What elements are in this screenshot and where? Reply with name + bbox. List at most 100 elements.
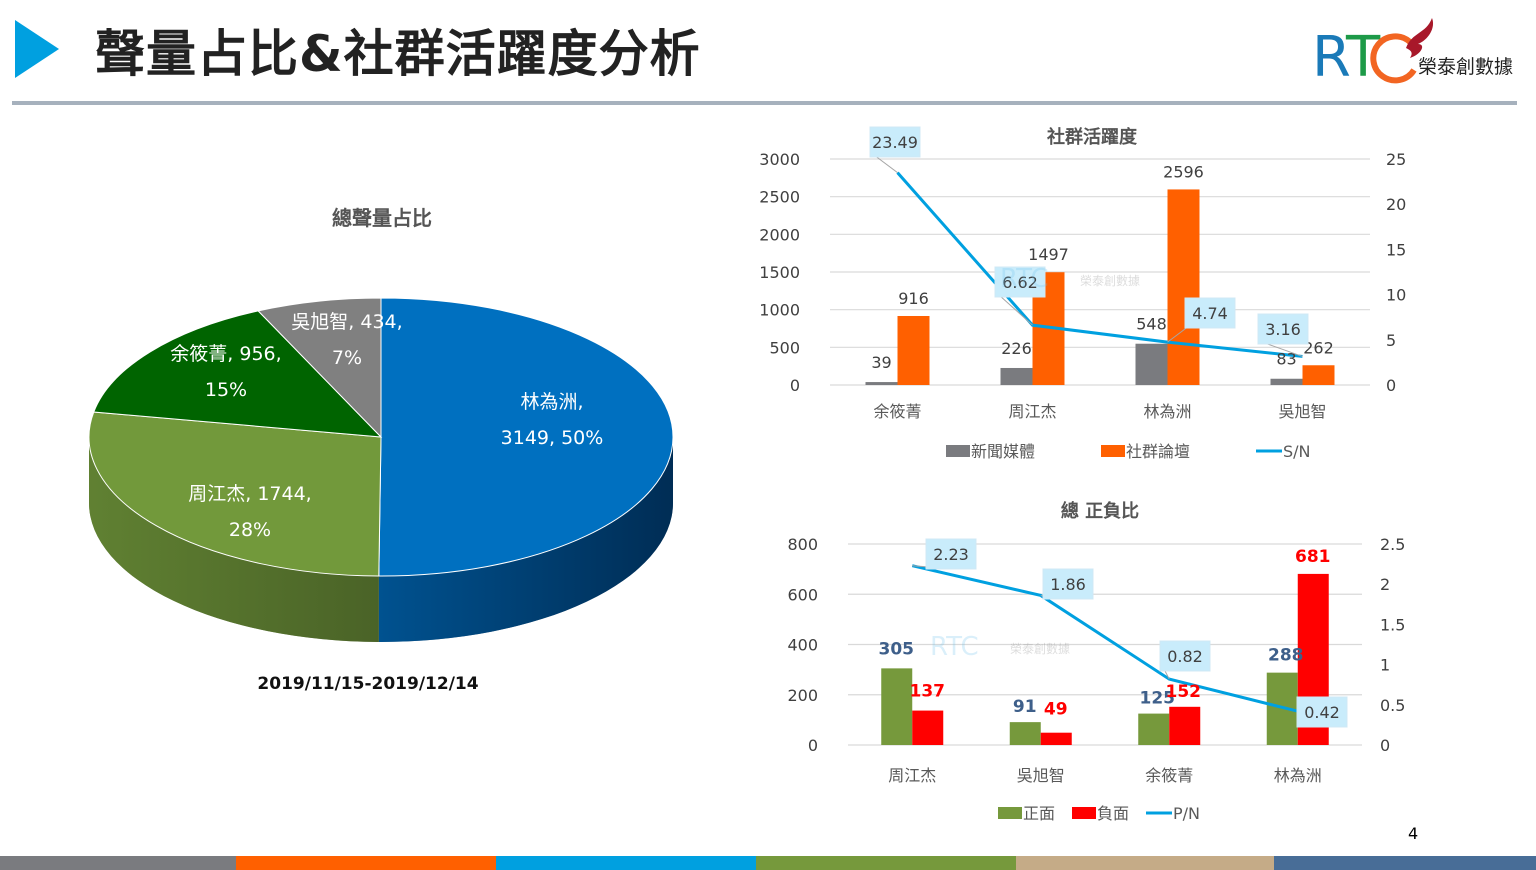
pie-slice: [88, 411, 382, 577]
y-tick-label: 200: [787, 686, 818, 705]
chart2-title: 總 正負比: [1061, 500, 1139, 522]
category-label: 吳旭智: [1017, 766, 1065, 785]
y-tick-label: 800: [787, 535, 818, 554]
chart1-title: 社群活躍度: [1047, 126, 1138, 148]
y-tick-label: 2000: [760, 225, 800, 244]
bar-secondary: [1302, 365, 1335, 385]
legend-label: 正面: [1023, 804, 1055, 823]
category-label: 余筱菁: [1145, 766, 1193, 785]
bar-value-label: 152: [1166, 682, 1202, 702]
ratio-callout-box: [994, 266, 1046, 298]
y2-tick-label: 1.5: [1380, 615, 1405, 634]
category-label: 林為洲: [1274, 766, 1322, 785]
y2-tick-label: 25: [1386, 150, 1406, 169]
pie-data-label: 吳旭智, 434,: [291, 311, 402, 333]
social-activity-chart: 社群活躍度 39 916 226 1497 548 2596 83 262 23.49 6.62 4…: [760, 126, 1406, 461]
legend-label: P/N: [1173, 804, 1200, 823]
bar-value-label: 137: [910, 682, 946, 702]
y-tick-label: 0: [790, 376, 800, 395]
footer-segment: [236, 856, 496, 870]
category-label: 余筱菁: [873, 402, 921, 421]
ratio-value-label: 0.42: [1304, 703, 1340, 722]
legend-label: 負面: [1097, 804, 1129, 823]
bar-value-label: 916: [898, 289, 929, 308]
bar-primary: [865, 382, 898, 385]
category-label: 林為洲: [1143, 402, 1191, 421]
bar-value-label: 2596: [1163, 162, 1204, 181]
y2-tick-label: 15: [1386, 240, 1406, 259]
page-number: 4: [1408, 824, 1419, 843]
pie-slice-side-shade: [89, 437, 379, 642]
y2-tick-label: 5: [1386, 331, 1396, 350]
callout-leader: [998, 294, 1033, 326]
bar-secondary: [897, 315, 930, 385]
category-label: 吳旭智: [1278, 402, 1326, 421]
watermark-text: 榮泰創數據: [1080, 274, 1140, 288]
bar-secondary: [1167, 189, 1200, 385]
legend-label: S/N: [1283, 442, 1311, 461]
footer-segment: [1016, 856, 1274, 870]
watermark-text: 榮泰創數據: [1010, 642, 1070, 656]
bar-value-label: 305: [879, 639, 915, 659]
bar-secondary: [912, 710, 944, 745]
pie-data-label: 28%: [229, 519, 271, 541]
pie-slice: [378, 297, 674, 577]
footer-segment: [756, 856, 1016, 870]
bar-primary: [1138, 713, 1170, 745]
y-tick-label: 500: [769, 338, 800, 357]
watermark: RTC 榮泰創數據: [1000, 264, 1140, 294]
bar-value-label: 83: [1276, 350, 1296, 369]
legend-swatch: [998, 807, 1022, 819]
bar-value-label: 548: [1136, 315, 1167, 334]
ratio-value-label: 6.62: [1002, 273, 1038, 292]
ratio-callout-box: [1184, 297, 1236, 329]
y2-tick-label: 10: [1386, 286, 1406, 305]
watermark: RTC 榮泰創數據: [930, 632, 1070, 662]
pie-data-label: 林為洲,: [520, 391, 583, 413]
bar-value-label: 681: [1295, 547, 1331, 567]
y2-tick-label: 2.5: [1380, 535, 1405, 554]
pie-slice-side-shade: [378, 437, 673, 642]
ratio-callout-box: [1159, 640, 1211, 672]
logo-letter-r: R: [1312, 25, 1351, 84]
watermark-logo: RTC: [1000, 264, 1049, 294]
bar-value-label: 39: [871, 353, 891, 372]
y2-tick-label: 1: [1380, 656, 1390, 675]
legend-label: 新聞媒體: [971, 442, 1035, 461]
y-tick-label: 2500: [760, 188, 800, 207]
pie-data-label: 15%: [205, 379, 247, 401]
y-tick-label: 0: [808, 736, 818, 755]
footer-segment: [1274, 856, 1536, 870]
y-tick-label: 1000: [760, 301, 800, 320]
pie-slice: [93, 310, 383, 438]
logo-company-name: 榮泰創數據: [1418, 56, 1514, 78]
ratio-value-label: 4.74: [1192, 304, 1228, 323]
ratio-line: [911, 564, 1299, 713]
logo-letter-c: [1370, 33, 1417, 84]
watermark-logo: RTC: [930, 632, 979, 662]
ratio-callout-box: [1257, 313, 1309, 345]
callout-leader: [873, 154, 898, 174]
title-arrow-icon: [15, 20, 59, 78]
bar-primary: [881, 668, 913, 745]
ratio-callout-box: [1296, 696, 1348, 728]
bar-value-label: 49: [1044, 700, 1068, 720]
bar-primary: [1135, 343, 1168, 385]
category-label: 周江杰: [888, 766, 936, 785]
y-tick-label: 400: [787, 636, 818, 655]
y2-tick-label: 0.5: [1380, 696, 1405, 715]
pie-data-label: 余筱菁, 956,: [170, 343, 281, 365]
pie-date-range: 2019/11/15-2019/12/14: [257, 674, 478, 694]
bar-primary: [1000, 367, 1033, 385]
ratio-value-label: 1.86: [1050, 575, 1086, 594]
logo-leaf-icon: [1406, 18, 1434, 58]
ratio-value-label: 0.82: [1167, 647, 1203, 666]
pie-data-label: 7%: [332, 347, 362, 369]
page-title: 聲量占比&社群活躍度分析: [95, 25, 701, 83]
pie-slice: [257, 297, 382, 439]
bar-value-label: 91: [1013, 697, 1037, 717]
rtc-logo: R T: [1312, 18, 1434, 84]
ratio-value-label: 2.23: [933, 545, 969, 564]
bar-primary: [1009, 722, 1041, 745]
bar-value-label: 288: [1268, 646, 1304, 666]
